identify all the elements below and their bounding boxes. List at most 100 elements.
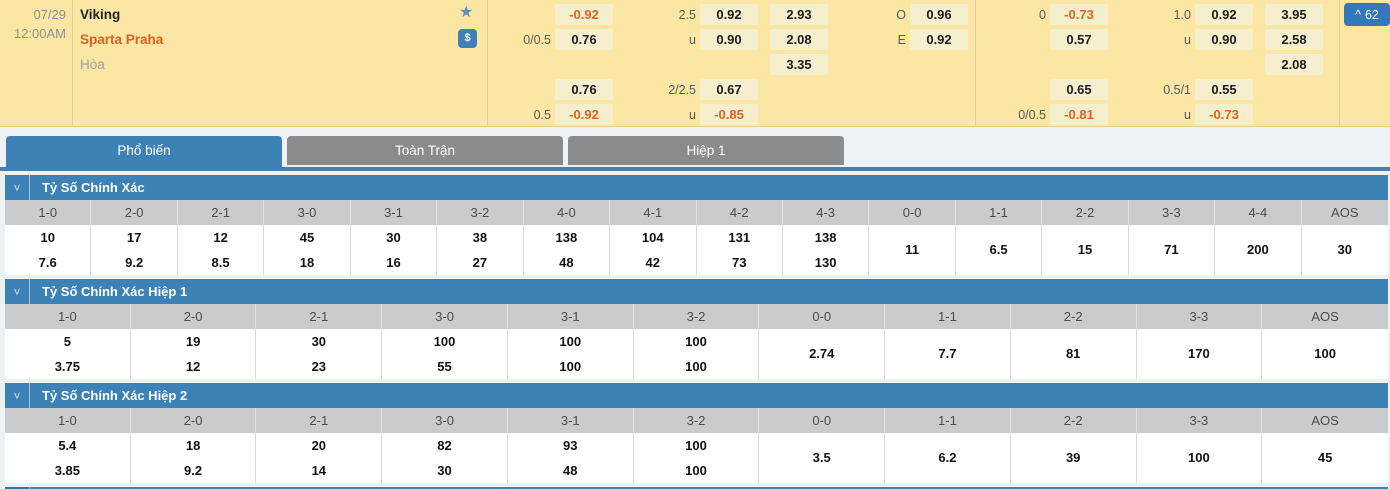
odds-value[interactable]: 6.2 <box>938 450 957 465</box>
odds-value[interactable]: 3.75 <box>54 359 81 374</box>
odds-value[interactable]: 45 <box>299 230 315 245</box>
odds-value[interactable]: 104 <box>641 230 664 245</box>
score-label: 1-0 <box>5 408 131 433</box>
odds-value[interactable]: 30 <box>311 334 327 349</box>
odds-value[interactable]: 18 <box>185 438 201 453</box>
odds-value[interactable]: 12 <box>213 230 228 245</box>
odds-chip[interactable]: -0.85 <box>700 104 758 125</box>
odds-value[interactable]: 81 <box>1065 346 1081 361</box>
odds-chip[interactable]: -0.81 <box>1050 104 1108 125</box>
odds-chip[interactable]: 0.65 <box>1050 79 1108 100</box>
odds-chip[interactable]: -0.92 <box>555 104 613 125</box>
odds-value[interactable]: 138 <box>555 230 578 245</box>
odds-chip[interactable]: 0.76 <box>555 29 613 50</box>
section-header[interactable]: ˅ Tỷ Số Chính Xác Hiệp 2 <box>5 383 1388 408</box>
odds-value[interactable]: 100 <box>559 334 582 349</box>
score-odds-cell: 15 <box>1042 225 1129 275</box>
odds-chip[interactable]: 0.76 <box>555 79 613 100</box>
odds-chip[interactable]: 0.92 <box>910 29 968 50</box>
odds-value[interactable]: 20 <box>311 438 327 453</box>
odds-value[interactable]: 30 <box>1337 242 1353 257</box>
odds-value[interactable]: 14 <box>311 463 327 478</box>
odds-value[interactable]: 100 <box>685 334 707 349</box>
odds-chip[interactable]: 0.92 <box>700 4 758 25</box>
odds-value[interactable]: 11 <box>905 242 919 257</box>
odds-value[interactable]: 48 <box>563 463 578 478</box>
odds-chip[interactable]: 2.08 <box>770 29 828 50</box>
odds-value[interactable]: 100 <box>685 438 707 453</box>
odds-value[interactable]: 100 <box>559 359 582 374</box>
odds-value[interactable]: 10 <box>40 230 55 245</box>
odds-value[interactable]: 100 <box>433 334 456 349</box>
odds-value[interactable]: 42 <box>645 255 661 270</box>
section-header[interactable]: ˅ Tỷ Số Chính Xác <box>5 175 1388 200</box>
odds-value[interactable]: 5 <box>63 334 71 349</box>
odds-chip[interactable]: 0.90 <box>1195 29 1253 50</box>
score-column-2-1: 2-1 30 23 <box>256 304 383 379</box>
odds-value[interactable]: 9.2 <box>125 255 144 270</box>
odds-chip[interactable]: 3.35 <box>770 54 828 75</box>
odds-chip[interactable]: -0.73 <box>1050 4 1108 25</box>
odds-value[interactable]: 45 <box>1317 450 1333 465</box>
score-label: 3-2 <box>633 408 760 433</box>
odds-value[interactable]: 131 <box>728 230 751 245</box>
odds-value[interactable]: 23 <box>311 359 327 374</box>
odds-chip[interactable]: 0.96 <box>910 4 968 25</box>
odds-value[interactable]: 8.5 <box>211 255 230 270</box>
odds-value[interactable]: 73 <box>731 255 747 270</box>
odds-value[interactable]: 2.74 <box>809 346 835 361</box>
odds-value[interactable]: 3.85 <box>54 463 81 478</box>
section-header-partial[interactable] <box>5 487 1388 489</box>
odds-value[interactable]: 100 <box>685 463 707 478</box>
odds-chip[interactable]: 0.57 <box>1050 29 1108 50</box>
odds-chip[interactable]: 2.08 <box>1265 54 1323 75</box>
odds-value[interactable]: 27 <box>472 255 488 270</box>
odds-value[interactable]: 93 <box>563 438 578 453</box>
odds-value[interactable]: 30 <box>386 230 401 245</box>
odds-value[interactable]: 55 <box>437 359 452 374</box>
odds-chip[interactable]: 0.90 <box>700 29 758 50</box>
odds-value[interactable]: 130 <box>814 255 837 270</box>
odds-chip[interactable]: 0.67 <box>700 79 758 100</box>
odds-chip[interactable]: 3.95 <box>1265 4 1323 25</box>
odds-value[interactable]: 30 <box>437 463 452 478</box>
odds-value[interactable]: 100 <box>1314 346 1336 361</box>
odds-value[interactable]: 5.4 <box>58 438 77 453</box>
tab-popular[interactable]: Phổ biến <box>6 136 282 171</box>
odds-value[interactable]: 3.5 <box>812 450 831 465</box>
odds-chip[interactable]: 2.58 <box>1265 29 1323 50</box>
odds-row: E 0.92 <box>884 27 968 52</box>
odds-value[interactable]: 82 <box>437 438 452 453</box>
odds-value[interactable]: 100 <box>1188 450 1210 465</box>
team-names: Viking Sparta Praha Hòa <box>80 2 163 77</box>
odds-value[interactable]: 17 <box>126 230 142 245</box>
dollar-icon[interactable]: $ <box>458 29 477 48</box>
odds-value[interactable]: 19 <box>185 334 201 349</box>
odds-value[interactable]: 38 <box>472 230 488 245</box>
odds-value[interactable]: 16 <box>386 255 401 270</box>
odds-chip[interactable]: -0.73 <box>1195 104 1253 125</box>
tab-full-match[interactable]: Toàn Trận <box>287 136 563 165</box>
odds-value[interactable]: 12 <box>185 359 201 374</box>
odds-value[interactable]: 200 <box>1246 242 1269 257</box>
odds-value[interactable]: 6.5 <box>989 242 1008 257</box>
tab-first-half[interactable]: Hiệp 1 <box>568 136 844 165</box>
odds-value[interactable]: 7.6 <box>38 255 57 270</box>
odds-value[interactable]: 15 <box>1077 242 1093 257</box>
odds-value[interactable]: 100 <box>685 359 707 374</box>
more-bets-button[interactable]: ^ 62 <box>1344 3 1390 26</box>
odds-chip[interactable]: 0.55 <box>1195 79 1253 100</box>
odds-chip[interactable]: -0.92 <box>555 4 613 25</box>
odds-chip[interactable]: 0.92 <box>1195 4 1253 25</box>
odds-value[interactable]: 18 <box>299 255 315 270</box>
odds-value[interactable]: 170 <box>1188 346 1210 361</box>
odds-value[interactable]: 39 <box>1065 450 1081 465</box>
odds-value[interactable]: 7.7 <box>938 346 957 361</box>
odds-value[interactable]: 71 <box>1164 242 1179 257</box>
odds-value[interactable]: 9.2 <box>184 463 203 478</box>
odds-value[interactable]: 138 <box>814 230 837 245</box>
section-header[interactable]: ˅ Tỷ Số Chính Xác Hiệp 1 <box>5 279 1388 304</box>
odds-chip[interactable]: 2.93 <box>770 4 828 25</box>
favorite-star-icon[interactable]: ★ <box>459 4 474 21</box>
odds-value[interactable]: 48 <box>559 255 574 270</box>
